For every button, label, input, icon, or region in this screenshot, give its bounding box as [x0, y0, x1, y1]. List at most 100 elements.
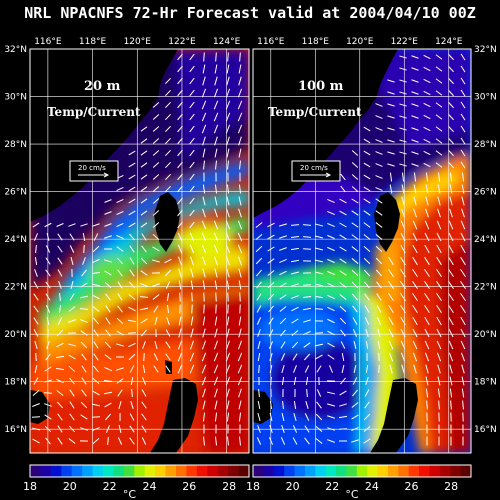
current-arrow [400, 292, 406, 302]
current-arrow [257, 425, 261, 433]
current-arrow [460, 256, 466, 266]
current-arrow [436, 244, 442, 254]
latitude-label: 16°N [4, 425, 27, 435]
colorbar-swatch [92, 465, 104, 477]
current-arrow [460, 101, 466, 109]
current-arrow [339, 390, 347, 396]
current-arrow [57, 425, 63, 433]
current-arrow [154, 317, 158, 325]
current-arrow [436, 281, 442, 289]
current-arrow [412, 316, 418, 326]
current-arrow [45, 353, 51, 361]
current-arrow [327, 270, 335, 276]
current-arrow [46, 316, 50, 326]
longitude-label: 122°E [168, 37, 196, 47]
graticule-100m [253, 49, 471, 453]
current-arrow [69, 377, 75, 385]
current-arrow [449, 172, 453, 182]
current-arrow [56, 329, 64, 337]
current-arrow [189, 197, 195, 205]
current-arrow [68, 343, 76, 347]
current-arrow [177, 125, 183, 133]
current-arrow [140, 257, 148, 265]
latitude-label: 20°N [474, 330, 497, 340]
current-arrow [280, 329, 286, 337]
current-arrow [363, 257, 371, 265]
colorbar-swatch [196, 465, 208, 477]
current-arrow [437, 388, 441, 398]
current-arrow [448, 161, 454, 169]
current-arrow [389, 184, 393, 194]
current-arrow [290, 236, 300, 238]
current-arrow [202, 412, 206, 422]
current-arrow [327, 342, 335, 348]
current-arrow [56, 401, 64, 409]
current-arrow [375, 234, 383, 240]
current-arrow [437, 376, 441, 386]
current-arrow [327, 210, 335, 216]
current-arrow [80, 427, 88, 431]
current-arrow [423, 54, 431, 60]
current-arrow [237, 88, 243, 98]
colorbar-swatch [50, 465, 62, 477]
current-arrow [267, 293, 275, 301]
current-arrow [435, 126, 443, 132]
current-arrow [214, 340, 218, 350]
current-arrow [202, 64, 206, 74]
current-arrow [292, 425, 298, 433]
current-arrow [450, 400, 452, 410]
current-arrow [34, 364, 38, 374]
current-arrow [423, 162, 431, 168]
current-arrow [141, 245, 147, 253]
current-arrow [377, 329, 381, 337]
scale-label-100m: 20 cm/s [300, 164, 328, 172]
current-arrow [79, 308, 89, 310]
current-arrow [189, 232, 195, 242]
current-arrow [130, 401, 134, 409]
current-arrow [448, 268, 454, 278]
current-arrow [425, 172, 429, 182]
current-arrow [214, 316, 218, 326]
current-arrow [129, 365, 135, 373]
current-arrow [92, 390, 100, 396]
current-arrow [238, 256, 242, 266]
current-arrow [352, 329, 358, 337]
current-arrow [237, 364, 243, 374]
current-arrow [214, 268, 218, 278]
current-arrow [269, 353, 273, 361]
current-arrow [35, 244, 37, 254]
current-arrow [226, 400, 230, 410]
current-arrow [423, 150, 431, 156]
current-arrow [387, 163, 395, 167]
current-arrow [104, 413, 112, 421]
latitude-labels: 32°N 32°N 30°N 30°N 28°N 28°N 26°N 26°N 24°N 24°N… [4, 45, 496, 435]
colorbar-100m: 18 20 22 24 26 28 °C [246, 464, 472, 500]
current-arrow [225, 124, 231, 134]
colorbar-swatch [61, 465, 73, 477]
longitude-label: 116°E [257, 37, 285, 47]
current-arrow [290, 247, 300, 251]
current-arrow [57, 233, 63, 241]
current-arrow [270, 376, 272, 386]
current-arrow [279, 317, 287, 325]
current-arrow [202, 340, 206, 350]
current-arrow [203, 160, 205, 170]
current-arrow [213, 220, 219, 230]
current-arrow [69, 233, 75, 241]
colorbar-tick-label: 28 [444, 480, 458, 493]
current-arrow [177, 173, 183, 181]
current-arrow [201, 376, 207, 386]
current-arrow [412, 268, 418, 278]
current-arrow [411, 151, 419, 155]
current-arrow [449, 388, 453, 398]
current-arrow [315, 438, 323, 444]
longitude-label: 116°E [34, 37, 62, 47]
current-arrow [152, 198, 160, 204]
current-arrow [401, 172, 405, 182]
current-arrow [91, 272, 101, 274]
current-arrow [389, 364, 393, 374]
current-arrow [363, 174, 371, 180]
current-arrow [70, 257, 74, 265]
current-arrow [141, 413, 147, 421]
current-arrow [127, 332, 137, 334]
